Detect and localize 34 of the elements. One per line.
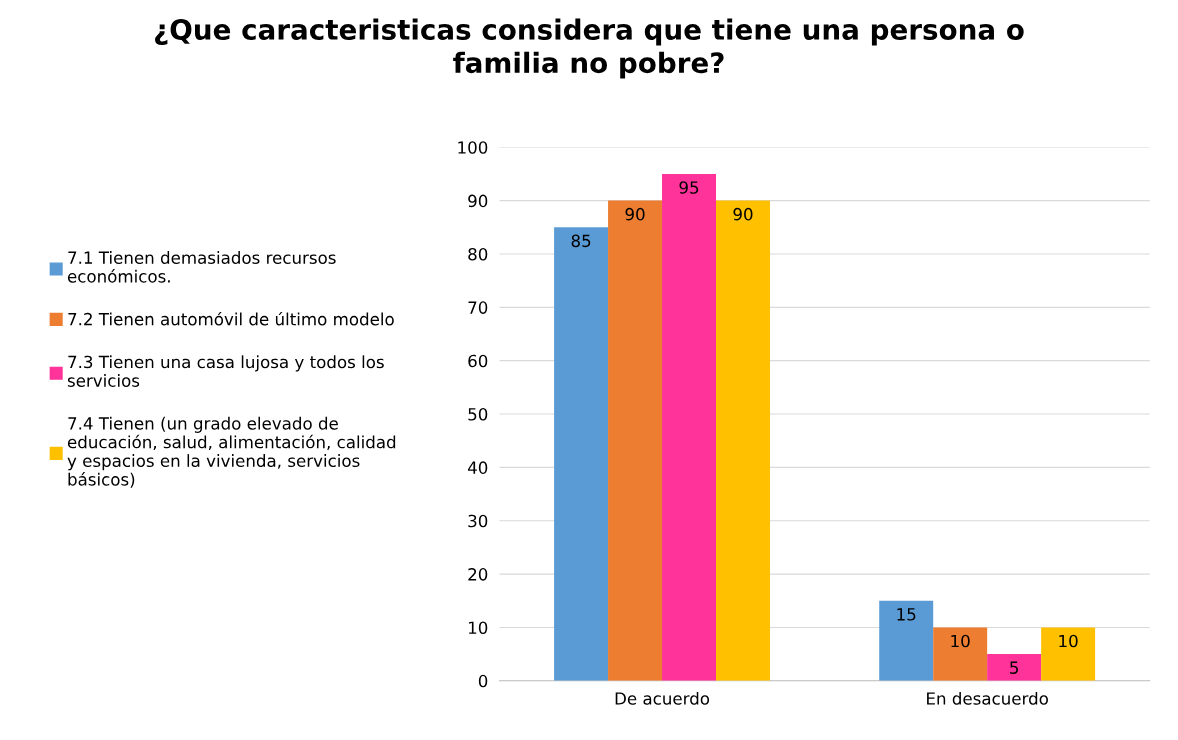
y-tick-label: 40 bbox=[467, 461, 488, 474]
y-tick-label: 60 bbox=[468, 354, 488, 368]
data-label: 15 bbox=[897, 608, 916, 621]
x-tick-label: En desacuerdo bbox=[927, 691, 1048, 705]
legend-label: 7.4 Tienen (un grado elevado de educación, salud, alimentación, calidad y espacios en la vivienda, servicios básicos) bbox=[67, 416, 396, 488]
chart-title: ¿Que caracteristicas considera que tiene una persona o familia no pobre? bbox=[155, 18, 1024, 79]
y-tick-label: 90 bbox=[468, 194, 488, 208]
legend-label: 7.1 Tienen demasiados recursos económicos. bbox=[67, 251, 336, 283]
legend-label: 7.3 Tienen una casa lujosa y todos los servicios bbox=[67, 355, 384, 387]
bar bbox=[933, 627, 988, 681]
bar bbox=[1041, 627, 1096, 681]
bar bbox=[716, 200, 770, 681]
data-label: 5 bbox=[1010, 661, 1018, 674]
bar bbox=[879, 600, 934, 681]
x-tick-label: De acuerdo bbox=[615, 691, 710, 705]
data-label: 10 bbox=[1059, 634, 1078, 648]
data-label: 90 bbox=[625, 207, 645, 221]
y-tick-label: 20 bbox=[468, 568, 488, 581]
data-label: 90 bbox=[733, 207, 753, 221]
y-tick-label: 100 bbox=[458, 141, 488, 154]
data-label: 95 bbox=[679, 181, 699, 194]
y-tick-label: 50 bbox=[468, 407, 488, 421]
data-label: 10 bbox=[951, 634, 970, 648]
y-tick-label: 30 bbox=[468, 514, 488, 528]
bar bbox=[554, 227, 609, 681]
y-tick-label: 80 bbox=[468, 247, 488, 261]
data-label: 85 bbox=[571, 234, 591, 248]
bar bbox=[608, 200, 663, 681]
bar bbox=[662, 173, 717, 681]
y-tick-label: 10 bbox=[468, 621, 488, 635]
y-tick-label: 0 bbox=[478, 674, 488, 688]
y-tick-label: 70 bbox=[468, 301, 488, 314]
legend-label: 7.2 Tienen automóvil de último modelo bbox=[68, 311, 394, 326]
bar bbox=[987, 654, 1042, 681]
